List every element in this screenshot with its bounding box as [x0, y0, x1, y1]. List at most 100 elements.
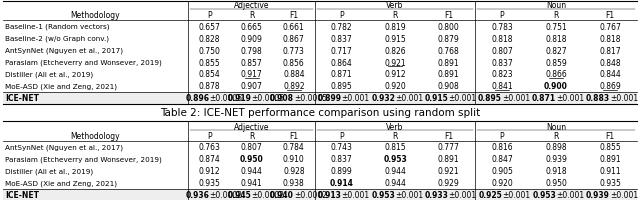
Text: 0.819: 0.819 — [384, 22, 406, 31]
Text: 0.917: 0.917 — [241, 70, 262, 79]
Text: 0.871: 0.871 — [331, 70, 353, 79]
Text: F1: F1 — [444, 11, 453, 20]
Text: 0.928: 0.928 — [283, 167, 305, 176]
Text: F1: F1 — [605, 132, 614, 141]
Text: 0.932: 0.932 — [371, 94, 395, 103]
Text: 0.925: 0.925 — [478, 191, 502, 200]
Text: 0.935: 0.935 — [198, 179, 220, 188]
Text: ±0.001: ±0.001 — [342, 94, 370, 103]
Text: 0.944: 0.944 — [241, 167, 262, 176]
Text: 0.920: 0.920 — [384, 82, 406, 91]
Text: 0.763: 0.763 — [198, 143, 220, 152]
Text: 0.848: 0.848 — [599, 58, 621, 67]
Text: 0.899: 0.899 — [317, 94, 342, 103]
Text: 0.891: 0.891 — [438, 58, 459, 67]
Text: 0.939: 0.939 — [586, 191, 610, 200]
Text: 0.867: 0.867 — [283, 34, 305, 43]
Text: ±0.001: ±0.001 — [610, 191, 638, 200]
Text: 0.837: 0.837 — [491, 58, 513, 67]
Text: F1: F1 — [289, 132, 298, 141]
Text: 0.940: 0.940 — [270, 191, 294, 200]
Text: 0.939: 0.939 — [545, 155, 567, 164]
Text: 0.782: 0.782 — [331, 22, 353, 31]
Text: 0.784: 0.784 — [283, 143, 305, 152]
Text: 0.857: 0.857 — [241, 58, 262, 67]
Text: ±0.001: ±0.001 — [449, 191, 476, 200]
Text: 0.891: 0.891 — [438, 70, 459, 79]
Text: 0.717: 0.717 — [331, 46, 353, 55]
Text: R: R — [392, 11, 397, 20]
Text: ICE-NET: ICE-NET — [5, 191, 39, 200]
Text: 0.665: 0.665 — [241, 22, 262, 31]
Text: 0.768: 0.768 — [438, 46, 460, 55]
Text: Methodology: Methodology — [70, 11, 120, 20]
Text: ±0.0002: ±0.0002 — [209, 191, 242, 200]
Text: Parasiam (Etcheverry and Wonsever, 2019): Parasiam (Etcheverry and Wonsever, 2019) — [5, 156, 162, 162]
Text: ±0.001: ±0.001 — [449, 94, 476, 103]
Text: 0.895: 0.895 — [331, 82, 353, 91]
Text: Distiller (Ali et al., 2019): Distiller (Ali et al., 2019) — [5, 168, 93, 174]
Text: 0.864: 0.864 — [331, 58, 353, 67]
Text: 0.854: 0.854 — [198, 70, 220, 79]
Text: 0.847: 0.847 — [491, 155, 513, 164]
Text: 0.950: 0.950 — [545, 179, 567, 188]
Text: 0.950: 0.950 — [239, 155, 264, 164]
Text: 0.929: 0.929 — [438, 179, 460, 188]
Text: R: R — [249, 132, 254, 141]
Text: ±0.001: ±0.001 — [502, 191, 530, 200]
Text: 0.879: 0.879 — [438, 34, 460, 43]
Text: Noun: Noun — [546, 1, 566, 10]
Text: 0.837: 0.837 — [331, 155, 353, 164]
Text: 0.935: 0.935 — [599, 179, 621, 188]
Text: Methodology: Methodology — [70, 132, 120, 141]
Text: 0.855: 0.855 — [599, 143, 621, 152]
Text: R: R — [249, 11, 254, 20]
Text: 0.818: 0.818 — [492, 34, 513, 43]
Text: AntSynNet (Nguyen et al., 2017): AntSynNet (Nguyen et al., 2017) — [5, 48, 123, 54]
Text: ±0.001: ±0.001 — [502, 94, 530, 103]
Text: 0.818: 0.818 — [599, 34, 621, 43]
Text: 0.909: 0.909 — [241, 34, 262, 43]
Text: 0.807: 0.807 — [241, 143, 262, 152]
Text: 0.921: 0.921 — [384, 58, 406, 67]
Text: ±0.001: ±0.001 — [342, 191, 370, 200]
Text: 0.823: 0.823 — [491, 70, 513, 79]
Text: F1: F1 — [289, 11, 298, 20]
Text: 0.844: 0.844 — [599, 70, 621, 79]
Text: P: P — [339, 132, 344, 141]
Text: 0.783: 0.783 — [491, 22, 513, 31]
Text: ±0.0005: ±0.0005 — [209, 94, 243, 103]
Text: P: P — [500, 11, 504, 20]
Text: ±0.001: ±0.001 — [556, 94, 584, 103]
Text: R: R — [554, 11, 559, 20]
Text: 0.826: 0.826 — [384, 46, 406, 55]
Text: 0.816: 0.816 — [491, 143, 513, 152]
Text: ±0.0002: ±0.0002 — [294, 191, 327, 200]
Text: 0.945: 0.945 — [228, 191, 252, 200]
Text: 0.891: 0.891 — [599, 155, 621, 164]
Text: 0.944: 0.944 — [384, 167, 406, 176]
Text: 0.915: 0.915 — [384, 34, 406, 43]
Text: 0.953: 0.953 — [371, 191, 395, 200]
Text: 0.899: 0.899 — [331, 167, 353, 176]
Text: 0.911: 0.911 — [599, 167, 621, 176]
Text: ±0.001: ±0.001 — [395, 191, 423, 200]
Text: 0.936: 0.936 — [186, 191, 209, 200]
Text: R: R — [392, 132, 397, 141]
Text: 0.908: 0.908 — [270, 94, 294, 103]
Text: 0.918: 0.918 — [545, 167, 567, 176]
Text: 0.944: 0.944 — [384, 179, 406, 188]
Text: Baseline-1 (Random vectors): Baseline-1 (Random vectors) — [5, 24, 109, 30]
Text: 0.869: 0.869 — [599, 82, 621, 91]
Text: 0.920: 0.920 — [491, 179, 513, 188]
Text: 0.910: 0.910 — [283, 155, 305, 164]
Text: 0.798: 0.798 — [241, 46, 262, 55]
Text: 0.895: 0.895 — [478, 94, 502, 103]
Text: 0.912: 0.912 — [198, 167, 220, 176]
Text: 0.898: 0.898 — [545, 143, 567, 152]
Text: Adjective: Adjective — [234, 1, 269, 10]
Text: 0.933: 0.933 — [424, 191, 449, 200]
Text: Verb: Verb — [387, 1, 404, 10]
Text: 0.883: 0.883 — [586, 94, 610, 103]
Text: 0.841: 0.841 — [491, 82, 513, 91]
